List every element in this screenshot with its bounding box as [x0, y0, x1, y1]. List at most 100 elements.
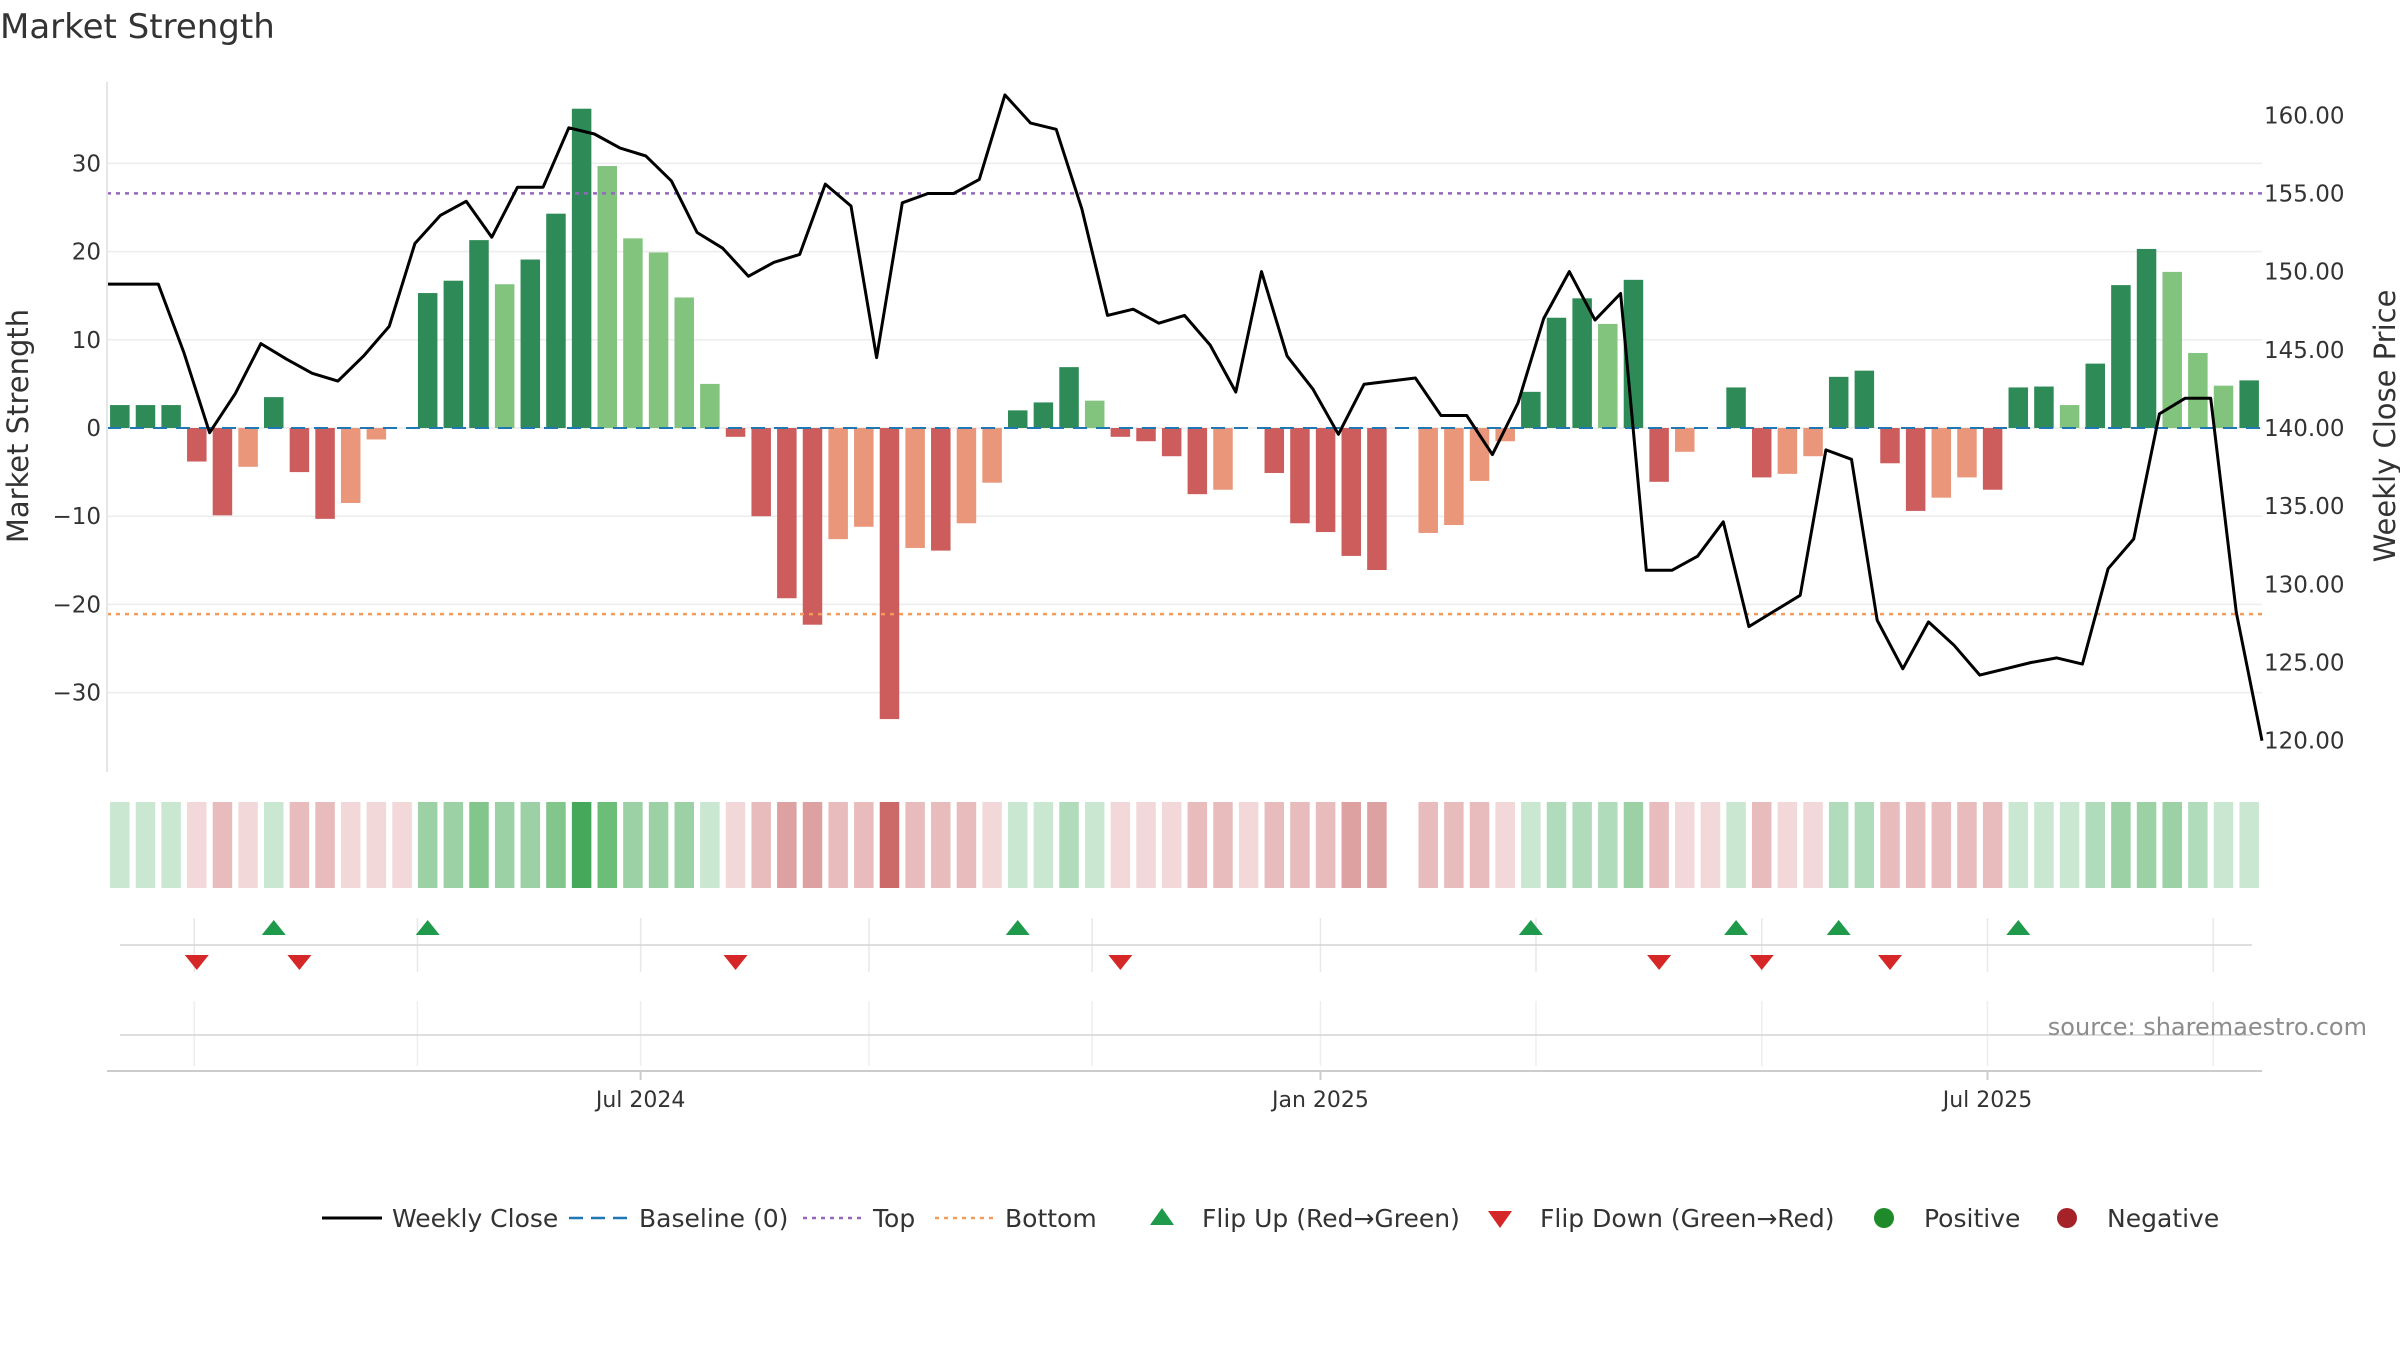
- strength-bar-69: [1880, 428, 1900, 464]
- strip-cell-21: [648, 802, 669, 888]
- left-tick-4: −10: [52, 504, 101, 530]
- strip-cell-35: [1007, 802, 1028, 888]
- strip-cell-68: [1854, 802, 1875, 888]
- strength-bar-65: [1777, 428, 1798, 474]
- strip-cell-72: [1957, 802, 1977, 888]
- strip-cell-60: [1649, 802, 1669, 888]
- x-tick-label-1: Jan 2025: [1270, 1088, 1369, 1113]
- strip-cell-67: [1828, 802, 1849, 888]
- strength-bar-23: [700, 383, 720, 428]
- strip-cell-70: [1905, 802, 1926, 888]
- strip-cell-61: [1675, 802, 1695, 888]
- flip-down-marker-5: [1749, 955, 1774, 970]
- right-tick-0: 160.00: [2264, 103, 2344, 129]
- strip-cell-75: [2034, 802, 2054, 888]
- strength-bar-74: [2008, 387, 2029, 428]
- flip-up-marker-5: [1826, 920, 1851, 935]
- strength-bar-58: [1598, 323, 1618, 428]
- strip-cell-10: [366, 802, 387, 888]
- strength-bar-28: [828, 428, 848, 540]
- strip-cell-7: [289, 802, 310, 888]
- strength-bar-42: [1187, 428, 1208, 495]
- strip-cell-0: [110, 802, 130, 888]
- strength-bar-38: [1084, 400, 1105, 428]
- strip-cell-5: [238, 802, 258, 888]
- legend-symbol-4: [1150, 1208, 1174, 1225]
- strip-cell-6: [264, 802, 284, 888]
- strip-cell-81: [2188, 802, 2208, 888]
- strip-cell-71: [1931, 802, 1952, 888]
- strip-cell-4: [212, 802, 233, 888]
- strip-cell-65: [1777, 802, 1798, 888]
- reference-lines: [107, 192, 2262, 616]
- strength-bar-70: [1905, 428, 1926, 511]
- strength-bar-17: [546, 213, 566, 428]
- strip-cell-76: [2059, 802, 2080, 888]
- strength-bar-75: [2034, 386, 2054, 428]
- strip-cell-78: [2111, 802, 2131, 888]
- right-tick-3: 145.00: [2264, 338, 2344, 364]
- strip-cell-80: [2162, 802, 2182, 888]
- strength-bar-0: [110, 405, 130, 428]
- legend-label-4: Flip Up (Red→Green): [1202, 1204, 1460, 1233]
- strip-cell-73: [1982, 802, 2003, 888]
- strength-bar-25: [751, 428, 771, 517]
- left-tick-2: 10: [72, 328, 101, 354]
- strength-bar-7: [289, 428, 310, 473]
- strength-bar-29: [854, 428, 874, 527]
- flip-up-marker-1: [415, 920, 440, 935]
- strength-bar-8: [315, 428, 335, 519]
- legend-symbol-6: [1874, 1208, 1894, 1228]
- strip-cell-45: [1264, 802, 1285, 888]
- strip-cell-44: [1238, 802, 1259, 888]
- x-ticks: Jul 2024 Jan 2025 Jul 2025: [594, 1071, 2032, 1113]
- strength-bar-30: [879, 428, 900, 720]
- strength-bar-6: [264, 397, 284, 428]
- right-axis-title: Weekly Close Price: [2368, 290, 2400, 563]
- right-tick-5: 135.00: [2264, 494, 2344, 520]
- strength-bar-60: [1649, 428, 1669, 482]
- strip-cell-15: [494, 802, 515, 888]
- right-tick-1: 155.00: [2264, 181, 2344, 207]
- flip-down-marker-2: [723, 955, 748, 970]
- strip-cell-37: [1059, 802, 1079, 888]
- flip-up-marker-0: [261, 920, 286, 935]
- strength-bar-63: [1726, 387, 1746, 428]
- strip-cell-1: [135, 802, 156, 888]
- strip-cell-51: [1418, 802, 1438, 888]
- strength-bar-83: [2239, 380, 2259, 428]
- strength-bar-61: [1675, 428, 1695, 452]
- strength-bar-26: [777, 428, 797, 599]
- strip-cell-13: [443, 802, 464, 888]
- strength-bar-80: [2162, 271, 2182, 428]
- x-axis: Jul 2024 Jan 2025 Jul 2025: [107, 1070, 2262, 1113]
- strip-cell-27: [802, 802, 823, 888]
- strength-bar-10: [366, 428, 387, 440]
- chart-title: Market Strength: [0, 7, 275, 47]
- strength-bar-1: [135, 405, 156, 428]
- strip-cell-29: [854, 802, 874, 888]
- strip-cell-3: [187, 802, 207, 888]
- strip-cell-74: [2008, 802, 2029, 888]
- strength-bar-15: [494, 284, 515, 428]
- grid-layer: [107, 162, 2262, 1066]
- strip-cell-22: [674, 802, 694, 888]
- strength-bar-31: [905, 428, 925, 548]
- right-y-ticks: 160.00 155.00 150.00 145.00 140.00 135.00 130.…: [2264, 103, 2344, 754]
- source-credit: source: sharemaestro.com: [2048, 1013, 2367, 1041]
- legend-label-2: Top: [872, 1204, 915, 1233]
- strength-bar-79: [2136, 248, 2157, 428]
- strength-bar-78: [2111, 285, 2131, 428]
- strip-cell-47: [1315, 802, 1336, 888]
- strength-bar-51: [1418, 428, 1438, 533]
- strength-bar-46: [1290, 428, 1310, 524]
- strength-bar-2: [161, 405, 181, 428]
- strength-bar-12: [417, 293, 438, 428]
- strength-bar-4: [212, 428, 233, 516]
- strip-cell-33: [956, 802, 977, 888]
- strength-bar-21: [648, 252, 669, 428]
- strip-cell-54: [1495, 802, 1515, 888]
- strength-bar-43: [1213, 428, 1233, 490]
- strength-bar-49: [1367, 428, 1387, 571]
